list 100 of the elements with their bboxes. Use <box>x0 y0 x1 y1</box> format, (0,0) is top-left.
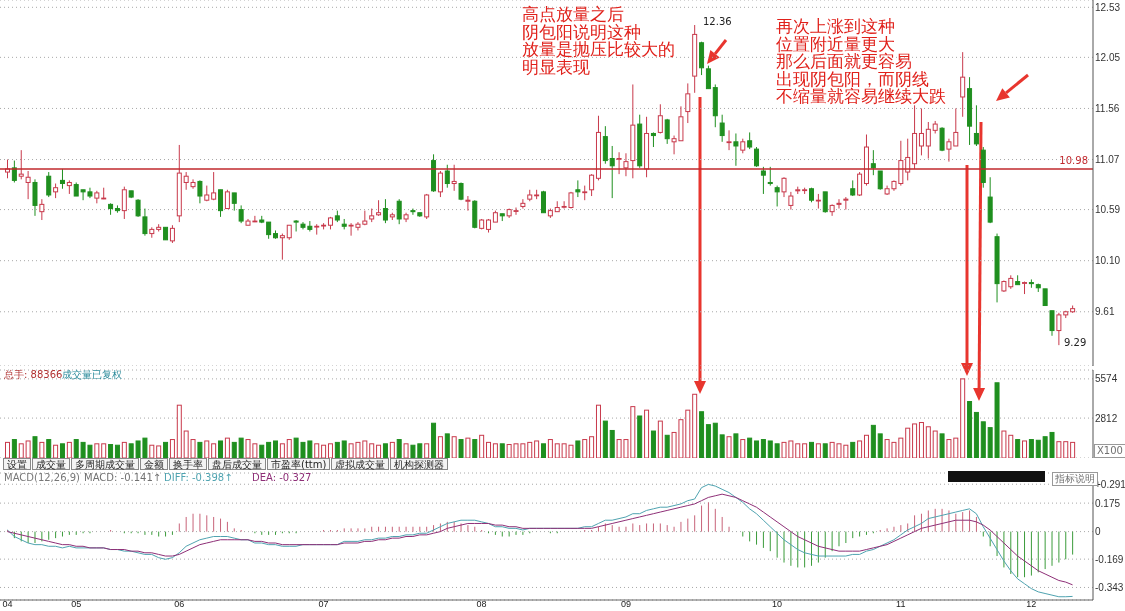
bar <box>918 422 924 458</box>
candlestick <box>224 189 230 210</box>
candlestick <box>781 176 787 198</box>
bar <box>699 411 705 458</box>
bar <box>486 441 492 458</box>
candlestick <box>1049 310 1055 337</box>
annotation: 再次上涨到这种位置附近量更大那么后面就更容易出现阴包阳，而阴线不缩量就容易继续大跌 <box>776 16 946 106</box>
x-tick-label: 06 <box>174 599 185 610</box>
bar <box>877 433 883 458</box>
line-series <box>6 493 1074 586</box>
bar <box>809 441 814 458</box>
candlestick <box>444 164 450 189</box>
candlestick <box>822 191 828 214</box>
bar <box>657 420 663 458</box>
text: 设置 <box>3 458 31 470</box>
candlestick <box>960 51 966 118</box>
bar <box>740 439 746 458</box>
bar <box>575 440 581 458</box>
y-tick-label: -0.169 <box>1095 553 1124 565</box>
candlestick <box>410 208 416 216</box>
bar <box>925 426 931 458</box>
annotation: 总手: 88366 <box>4 369 63 381</box>
text: 成交量 <box>32 458 70 470</box>
bar <box>273 440 278 458</box>
bar <box>541 443 546 458</box>
candlestick <box>774 185 780 207</box>
text: 盘后成交量 <box>208 458 266 470</box>
bar <box>595 404 601 458</box>
y-tick-label: 12.53 <box>1095 1 1121 13</box>
candlestick <box>520 198 526 210</box>
y-tick-label: 5574 <box>1095 373 1118 385</box>
candlestick <box>754 146 760 168</box>
candlestick <box>32 178 38 217</box>
bar <box>479 434 485 458</box>
bar <box>609 429 615 458</box>
text: 虚拟成交量 <box>331 458 390 470</box>
text: 金额 <box>140 458 168 470</box>
bar <box>59 443 65 458</box>
bar <box>1070 441 1076 458</box>
x-tick-label: 07 <box>318 599 329 610</box>
line-series <box>6 483 1074 598</box>
bar <box>747 437 753 458</box>
bar <box>534 440 540 458</box>
bar <box>822 443 828 458</box>
bar <box>492 443 498 458</box>
bar <box>754 440 760 458</box>
y-tick-label: 12.05 <box>1095 51 1121 63</box>
bar <box>1015 439 1021 458</box>
candlestick <box>733 132 739 167</box>
bar <box>863 434 869 458</box>
bar <box>266 441 272 458</box>
candlestick <box>973 104 979 147</box>
bar <box>499 443 505 458</box>
candlestick <box>870 149 876 176</box>
bar <box>431 422 437 458</box>
candlestick <box>142 208 148 237</box>
candlestick <box>602 125 608 165</box>
candlestick <box>39 198 45 221</box>
candlestick <box>705 65 711 90</box>
chart-title: MACD(12,26,9) <box>4 472 80 483</box>
candlestick <box>760 166 766 195</box>
text: 换手率 <box>169 458 207 470</box>
candlestick <box>657 103 663 134</box>
bar <box>664 434 670 458</box>
text: 市盈率(ttm) <box>267 458 331 470</box>
candlestick <box>424 193 430 220</box>
bar <box>382 443 388 458</box>
candlestick <box>767 166 773 187</box>
y-tick-label: 0.175 <box>1095 497 1121 509</box>
candlestick <box>843 196 849 211</box>
candlestick <box>836 198 842 210</box>
bar <box>905 427 911 458</box>
y-tick-label: 2812 <box>1095 412 1118 424</box>
candlestick <box>218 189 224 218</box>
annotation: DEA: -0.327 <box>252 472 312 484</box>
bar <box>218 440 224 458</box>
annotation: 12.36 <box>703 16 732 28</box>
bar <box>815 443 821 458</box>
annotation: 成交量已复权 <box>62 369 122 381</box>
candlestick <box>925 121 931 159</box>
bar <box>259 444 265 458</box>
bar <box>458 439 464 458</box>
candlestick <box>293 219 299 232</box>
y-tick-label: -0.343 <box>1095 582 1124 594</box>
x-tick-label: 05 <box>71 599 82 610</box>
ref-line-label: 10.98 <box>1059 154 1088 166</box>
annotation: MACD: -0.141↑ <box>84 472 162 484</box>
x-tick-label: 12 <box>1026 599 1037 610</box>
annotation: DIFF: -0.398↑ <box>164 472 233 484</box>
bar <box>341 440 347 458</box>
y-tick-label: 11.07 <box>1095 154 1120 166</box>
bar <box>11 439 17 458</box>
candlestick <box>685 82 691 124</box>
text: 机构探测器 <box>390 458 449 470</box>
bar <box>980 421 986 458</box>
bar <box>802 443 808 458</box>
y-tick-label: +0.291 <box>1095 478 1125 490</box>
candlestick <box>719 114 725 143</box>
bar <box>444 433 450 458</box>
x-tick-label: 10 <box>772 599 783 610</box>
